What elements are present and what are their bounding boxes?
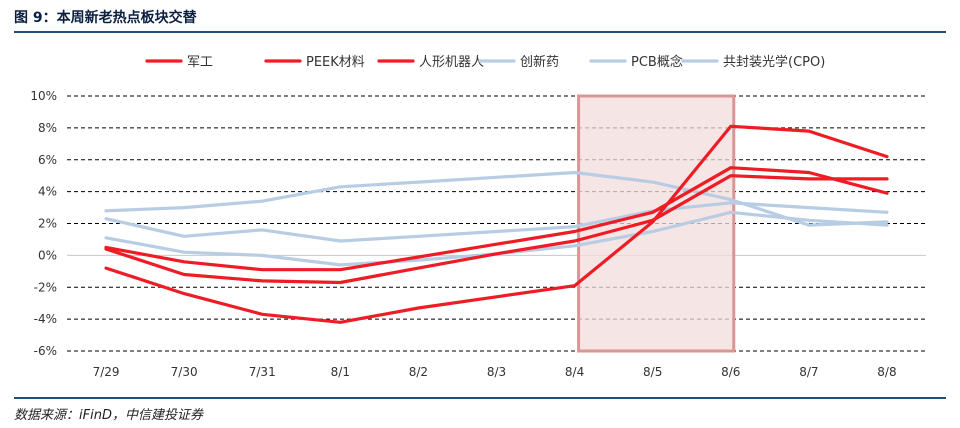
x-axis: 7/29 7/30 7/31 8/1 8/2 8/3 8/4 8/5 8/6 8/7 8/8: [93, 365, 897, 379]
y-tick-label: 10%: [30, 89, 57, 103]
series-lines: [104, 124, 889, 324]
x-tick-label: 7/31: [249, 365, 276, 379]
legend-label: 创新药: [520, 54, 559, 70]
chart-title: 图 9：本周新老热点板块交替: [14, 10, 197, 26]
series-line-1: [104, 124, 889, 324]
y-tick-label: 4%: [38, 185, 57, 199]
y-tick-label: -2%: [34, 280, 57, 294]
series-line-3: [104, 174, 889, 285]
series-line-5: [104, 201, 889, 243]
top-divider: [14, 31, 946, 33]
x-tick-label: 7/29: [93, 365, 120, 379]
x-tick-label: 8/7: [799, 365, 818, 379]
y-tick-label: 2%: [38, 217, 57, 231]
x-tick-label: 7/30: [171, 365, 198, 379]
series-line-2: [104, 166, 889, 272]
legend: 军工 PEEK材料 人形机器人 创新药 PCB概念 共封装光学(CPO): [145, 54, 825, 70]
legend-label: 共封装光学(CPO): [723, 54, 825, 70]
series-line-6: [104, 210, 889, 267]
grid-lines: [67, 95, 926, 352]
y-tick-label: -6%: [34, 344, 57, 358]
y-axis: 10% 8% 6% 4% 2% 0% -2% -4% -6%: [30, 89, 57, 358]
x-tick-label: 8/1: [331, 365, 350, 379]
legend-label: PEEK材料: [306, 55, 365, 70]
line-chart: 军工 PEEK材料 人形机器人 创新药 PCB概念 共封装光学(CPO) 10% 8% 6% 4…: [30, 54, 926, 379]
y-tick-label: -4%: [34, 312, 57, 326]
source-note: 数据来源：iFinD，中信建投证券: [14, 408, 203, 423]
y-tick-label: 0%: [38, 248, 57, 262]
series-line-4: [104, 170, 889, 227]
legend-label: PCB概念: [631, 54, 683, 70]
bottom-divider: [14, 397, 946, 399]
x-tick-label: 8/3: [487, 365, 506, 379]
x-tick-label: 8/4: [565, 365, 584, 379]
x-tick-label: 8/8: [877, 365, 896, 379]
legend-label: 人形机器人: [419, 55, 484, 70]
y-tick-label: 8%: [38, 121, 57, 135]
x-tick-label: 8/6: [721, 365, 740, 379]
y-tick-label: 6%: [38, 153, 57, 167]
x-tick-label: 8/5: [643, 365, 662, 379]
x-tick-label: 8/2: [409, 365, 428, 379]
legend-label: 军工: [187, 55, 213, 70]
